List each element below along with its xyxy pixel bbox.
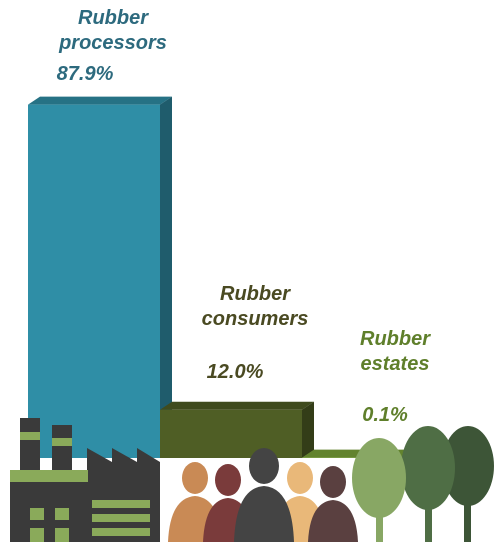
trees-icon (352, 426, 494, 542)
category-label: Rubber estates (360, 328, 430, 375)
bar-top (28, 96, 172, 105)
value-label: 12.0% (206, 361, 264, 383)
value-label: 87.9% (56, 63, 114, 85)
factory-icon (10, 418, 160, 542)
bar (160, 409, 302, 458)
bar (28, 104, 160, 458)
category-label: Rubber processors (59, 7, 167, 54)
bar-side (302, 401, 314, 458)
bar-side (160, 96, 172, 458)
value-label: 0.1% (362, 404, 408, 426)
people-icon (168, 448, 358, 542)
category-label: Rubber consumers (201, 283, 309, 330)
bars (28, 96, 452, 458)
bar-top (160, 401, 314, 410)
